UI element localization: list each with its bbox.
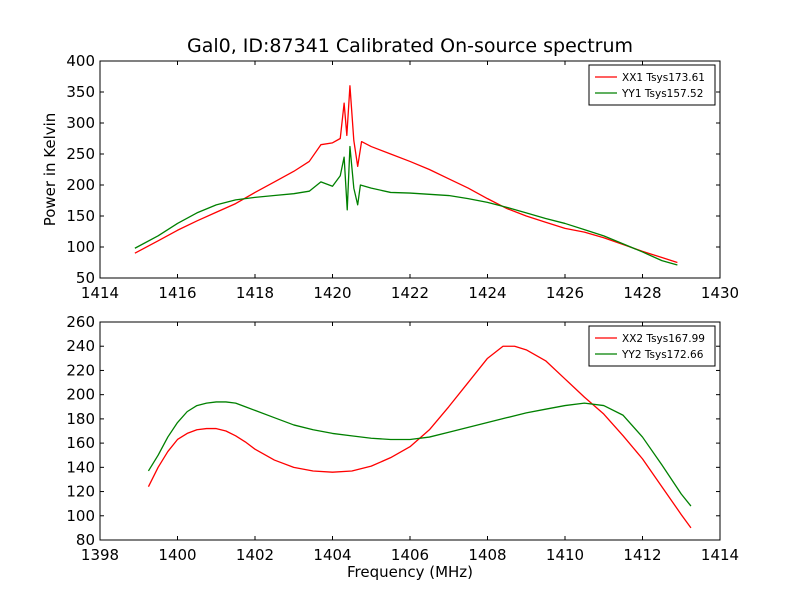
y-tick-label: 350 [66,83,95,101]
top-panel: 1414 1416 1418 1420 1422 1424 1426 1428 1430 50 10… [41,52,739,302]
y-tick-label: 300 [66,114,95,132]
x-tick-label: 1426 [546,284,584,302]
y-tick-label: 200 [66,386,95,404]
x-tick-label: 1406 [391,546,429,564]
x-tick-label: 1412 [623,546,661,564]
legend-label-1: XX1 Tsys173.61 [622,72,705,84]
y-tick-label: 400 [66,52,95,70]
x-tick-label: 1418 [236,284,274,302]
y-tick-label: 120 [66,483,95,501]
y-tick-label: 200 [66,176,95,194]
x-tick-label: 1414 [81,284,119,302]
y-tick-label: 50 [76,269,95,287]
y-tick-label: 140 [66,458,95,476]
legend-label-1: XX2 Tsys167.99 [622,333,705,345]
y-tick-label: 100 [66,507,95,525]
y-tick-label: 150 [66,207,95,225]
legend-box [588,64,716,106]
x-tick-label: 1428 [623,284,661,302]
x-tick-label: 1422 [391,284,429,302]
legend-label-2: YY2 Tsys172.66 [621,349,704,361]
series-line-2 [147,401,692,507]
x-tick-label: 1430 [701,284,739,302]
series-line-2 [134,145,678,266]
y-tick-label: 180 [66,410,95,428]
y-axis-label: Power in Kelvin [41,113,59,227]
legend-label-2: YY1 Tsys157.52 [621,88,703,100]
y-tick-label: 160 [66,434,95,452]
series-line-1 [147,345,692,529]
bottom-panel: 1398 1400 1402 1404 1406 1408 1410 1412 1414 80 10… [66,313,739,581]
y-tick-label: 80 [76,531,95,549]
legend-box [588,325,716,367]
x-tick-label: 1414 [701,546,739,564]
x-tick-label: 1416 [158,284,196,302]
x-tick-label: 1398 [81,546,119,564]
x-tick-label: 1400 [158,546,196,564]
x-tick-label: 1408 [468,546,506,564]
x-axis-label: Frequency (MHz) [347,563,473,581]
y-tick-label: 100 [66,238,95,256]
x-tick-label: 1420 [313,284,351,302]
y-tick-label: 220 [66,361,95,379]
y-tick-label: 260 [66,313,95,331]
x-tick-label: 1402 [236,546,274,564]
x-tick-label: 1424 [468,284,506,302]
series-line-1 [134,85,678,264]
x-tick-label: 1410 [546,546,584,564]
y-tick-label: 250 [66,145,95,163]
figure-title: Gal0, ID:87341 Calibrated On-source spec… [187,35,633,57]
y-tick-label: 240 [66,337,95,355]
x-tick-label: 1404 [313,546,351,564]
